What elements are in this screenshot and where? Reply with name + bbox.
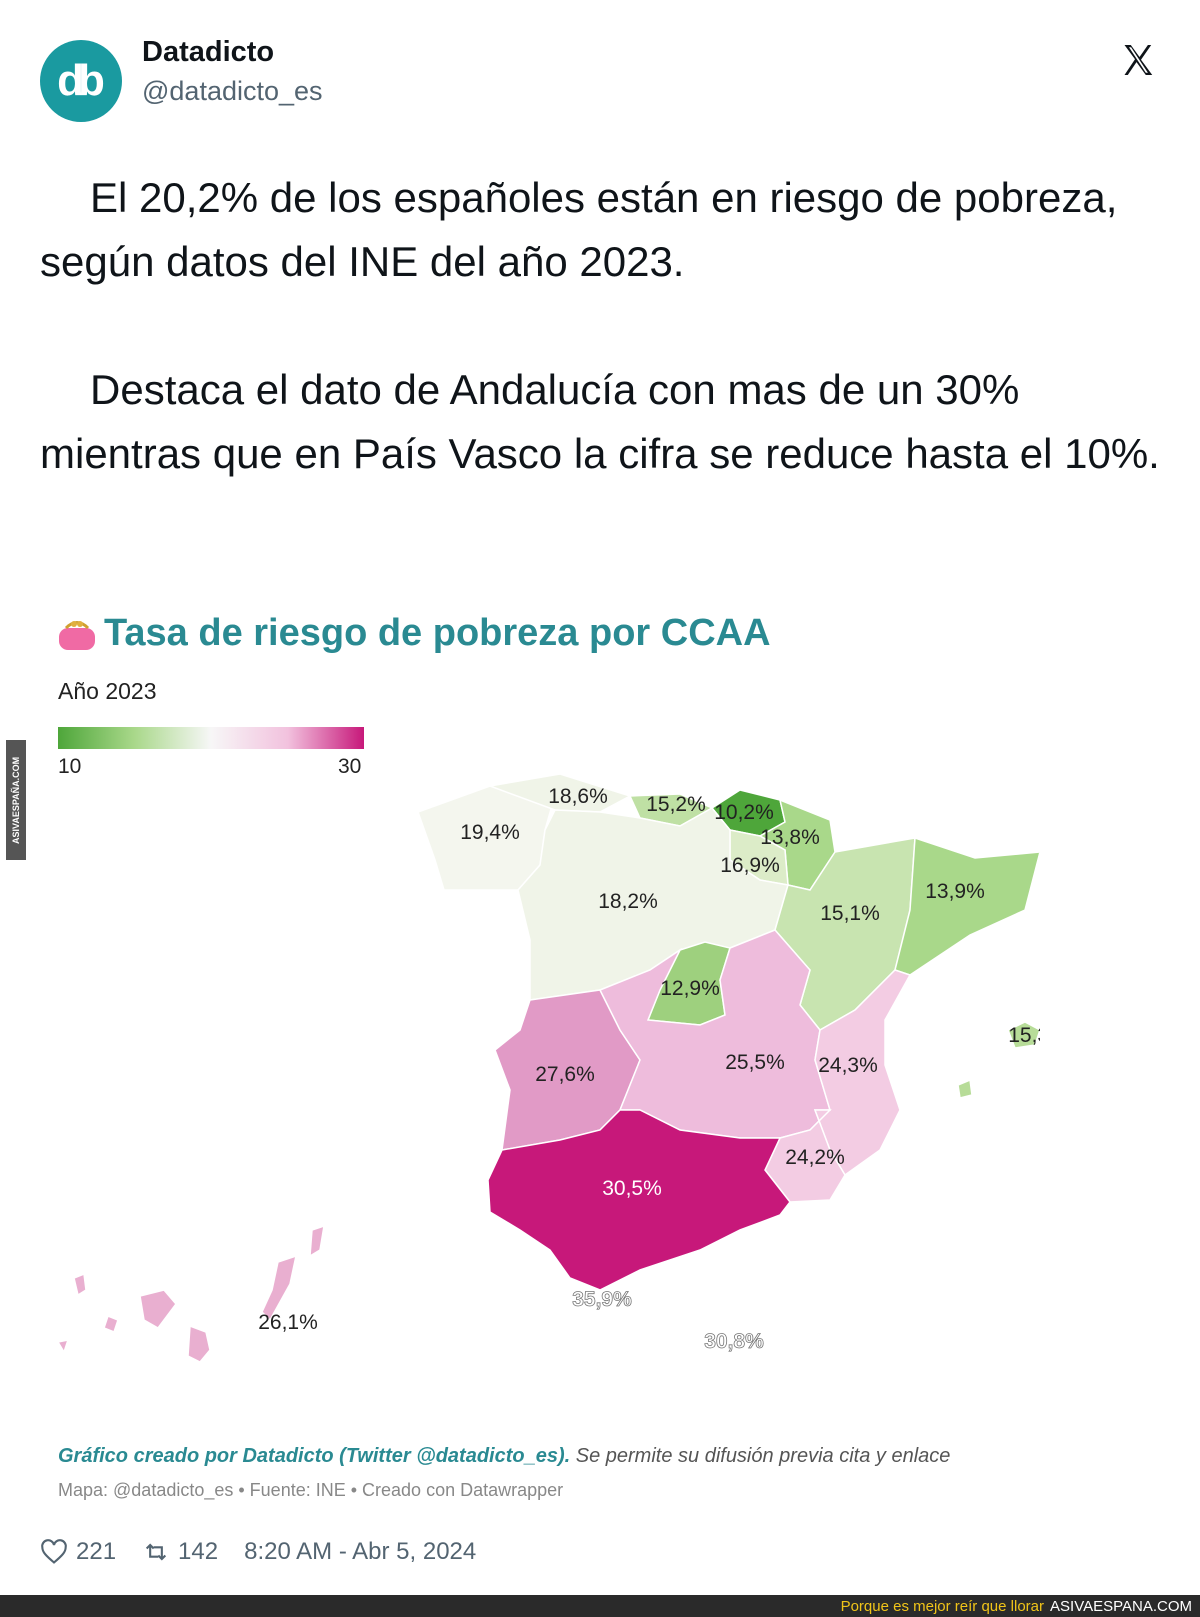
chart-credit: Gráfico creado por Datadicto (Twitter @d… — [58, 1445, 950, 1468]
region-value-label: 24,3% — [818, 1054, 878, 1077]
region-andalucia — [487, 1109, 791, 1291]
region-cataluna — [894, 836, 1040, 976]
chart-image[interactable]: 19,4% 18,6% 15,2% 10,2% 13,8% 16,9% 18,2% 15,1%… — [40, 590, 1040, 1510]
chart-credit-bold: Gráfico creado por Datadicto (Twitter @d… — [58, 1445, 571, 1467]
region-value-label: 12,9% — [660, 977, 720, 1000]
legend-color-scale — [58, 727, 364, 749]
avatar-logo-text: db — [57, 56, 105, 105]
region-value-label: 30,5% — [602, 1177, 662, 1200]
handle[interactable]: @datadicto_es — [142, 76, 323, 106]
x-logo-icon[interactable] — [1119, 42, 1157, 78]
tweet-text: El 20,2% de los españoles están en riesg… — [40, 166, 1170, 486]
chart-credit-rest: Se permite su difusión previa cita y enl… — [570, 1445, 951, 1467]
bottom-banner: Porque es mejor reír que llorar ASIVAESP… — [0, 1595, 1200, 1617]
tweet-paragraph: Destaca el dato de Andalucía con mas de … — [40, 366, 1160, 477]
region-value-label: 27,6% — [535, 1063, 595, 1086]
banner-tagline: Porque es mejor reír que llorar — [840, 1597, 1045, 1615]
legend-max: 30 — [338, 755, 362, 778]
region-value-label: 35,9% — [572, 1288, 632, 1311]
region-value-label: 15,2% — [646, 793, 706, 816]
like-button[interactable]: 221 — [40, 1538, 116, 1566]
chart-meta: Mapa: @datadicto_es • Fuente: INE • Crea… — [58, 1480, 564, 1500]
retweet-count: 142 — [178, 1538, 219, 1565]
avatar[interactable]: db — [40, 40, 122, 122]
region-value-label: 24,2% — [785, 1146, 845, 1169]
region-value-label: 30,8% — [704, 1330, 764, 1353]
region-baleares — [957, 1021, 1040, 1099]
region-value-label: 19,4% — [460, 821, 520, 844]
region-value-label: 13,8% — [760, 826, 820, 849]
side-watermark: ASIVAESPAÑA.COM — [6, 740, 26, 860]
tweet-actions: 221 142 8:20 AM - Abr 5, 2024 — [40, 1538, 476, 1566]
chart-title: Tasa de riesgo de pobreza por CCAA — [104, 612, 771, 654]
purse-icon — [59, 620, 95, 650]
region-value-label: 25,5% — [725, 1051, 785, 1074]
region-value-label: 18,2% — [598, 890, 658, 913]
heart-icon — [41, 1539, 67, 1564]
like-count: 221 — [76, 1538, 117, 1565]
region-value-label: 10,2% — [714, 801, 774, 824]
display-name[interactable]: Datadicto — [142, 36, 275, 68]
retweet-button[interactable]: 142 — [142, 1538, 218, 1566]
spain-map: 19,4% 18,6% 15,2% 10,2%13,8% 16,9% 18,2% 15,1%… — [56, 773, 1040, 1363]
tweet-paragraph: El 20,2% de los españoles están en riesg… — [40, 174, 1118, 285]
region-value-label: 15,1% — [820, 902, 880, 925]
retweet-icon — [145, 1543, 167, 1561]
region-value-label: 26,1% — [258, 1311, 318, 1334]
banner-site[interactable]: ASIVAESPANA.COM — [1050, 1597, 1192, 1615]
region-value-label: 15,3% — [1008, 1024, 1040, 1047]
chart-title-row: Tasa de riesgo de pobreza por CCAA — [56, 612, 771, 655]
region-canarias — [56, 1224, 325, 1363]
timestamp[interactable]: 8:20 AM - Abr 5, 2024 — [244, 1538, 477, 1565]
legend-min: 10 — [58, 755, 82, 778]
map-labels: 19,4% 18,6% 15,2% 10,2%13,8% 16,9% 18,2% 15,1%… — [258, 785, 1040, 1353]
region-asturias — [487, 773, 632, 813]
region-value-label: 16,9% — [720, 854, 780, 877]
chart-subtitle: Año 2023 — [58, 678, 157, 704]
region-value-label: 18,6% — [548, 785, 608, 808]
region-value-label: 13,9% — [925, 880, 985, 903]
